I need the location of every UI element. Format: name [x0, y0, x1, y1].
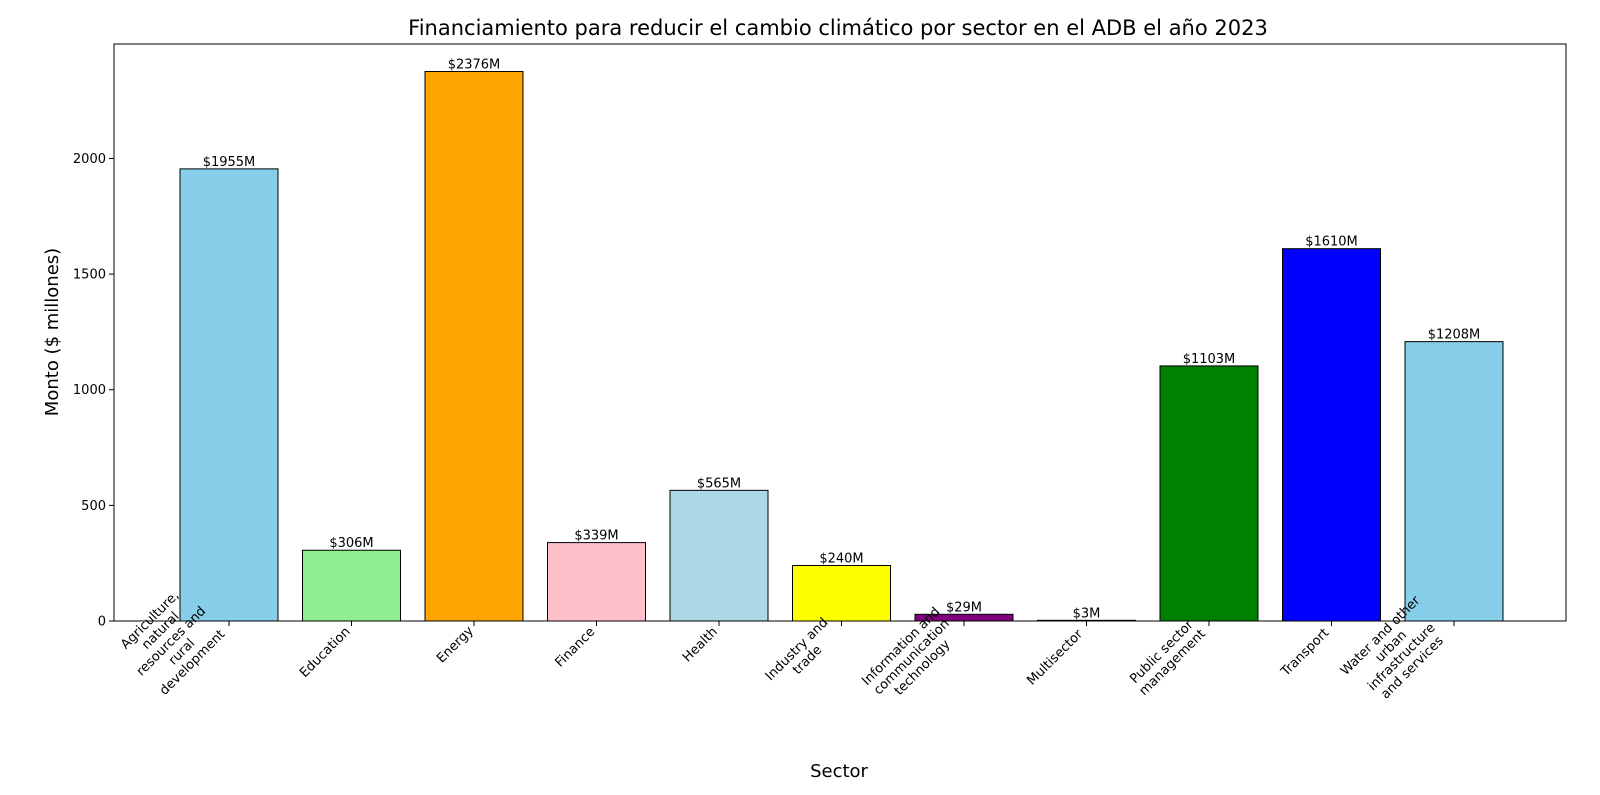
bar-value-label: $1103M — [1183, 352, 1236, 367]
bar — [547, 542, 646, 622]
bar — [424, 71, 524, 622]
bar-value-label: $29M — [946, 600, 982, 615]
x-tick-label-line: Transport — [1278, 626, 1332, 680]
bar-value-label: $240M — [819, 551, 863, 566]
bar-value-label: $306M — [329, 536, 373, 551]
bar-value-label: $3M — [1073, 606, 1101, 621]
x-tick-label-line: Health — [680, 625, 721, 666]
x-tick-label-line: Education — [297, 624, 353, 680]
x-tick-label: Multisector — [1024, 626, 1086, 688]
bar-value-label: $1208M — [1428, 328, 1481, 343]
bar — [1404, 341, 1504, 622]
bar — [179, 168, 279, 622]
bar — [792, 564, 891, 622]
x-tick-label: Transport — [1278, 626, 1332, 680]
x-tick-label-line: Multisector — [1024, 626, 1086, 688]
bar-value-label: $565M — [697, 476, 741, 491]
x-axis-title: Sector — [810, 761, 868, 782]
y-axis: 0 500 1000 1500 2000 — [73, 152, 114, 630]
plot-frame — [113, 43, 1567, 622]
y-tick-label: 0 — [98, 615, 106, 630]
x-tick-label: Energy — [434, 623, 477, 666]
x-tick-label: Finance — [552, 625, 598, 671]
plot-area: $1955M $306M $2376M $339M $565M $240M $29M $3M $… — [179, 58, 1504, 622]
bar — [1282, 248, 1381, 622]
bar-value-label: $339M — [574, 529, 618, 544]
bar — [669, 489, 769, 622]
y-tick-label: 500 — [81, 499, 106, 514]
bar-value-label: $2376M — [448, 58, 501, 73]
y-tick-label: 1500 — [73, 268, 106, 283]
x-tick-label: Health — [680, 625, 721, 666]
bar-value-label: $1610M — [1305, 235, 1358, 250]
x-tick-label-line: Finance — [552, 625, 598, 671]
chart-title: Financiamiento para reducir el cambio cl… — [408, 16, 1268, 40]
bar — [302, 549, 401, 622]
bar — [1159, 365, 1259, 622]
y-tick-label: 1000 — [73, 383, 106, 398]
y-tick-label: 2000 — [73, 152, 106, 167]
x-tick-label: Education — [297, 624, 353, 680]
x-tick-label-line: Energy — [434, 623, 477, 666]
bar-value-label: $1955M — [203, 155, 256, 170]
y-axis-title: Monto ($ millones) — [42, 248, 63, 416]
